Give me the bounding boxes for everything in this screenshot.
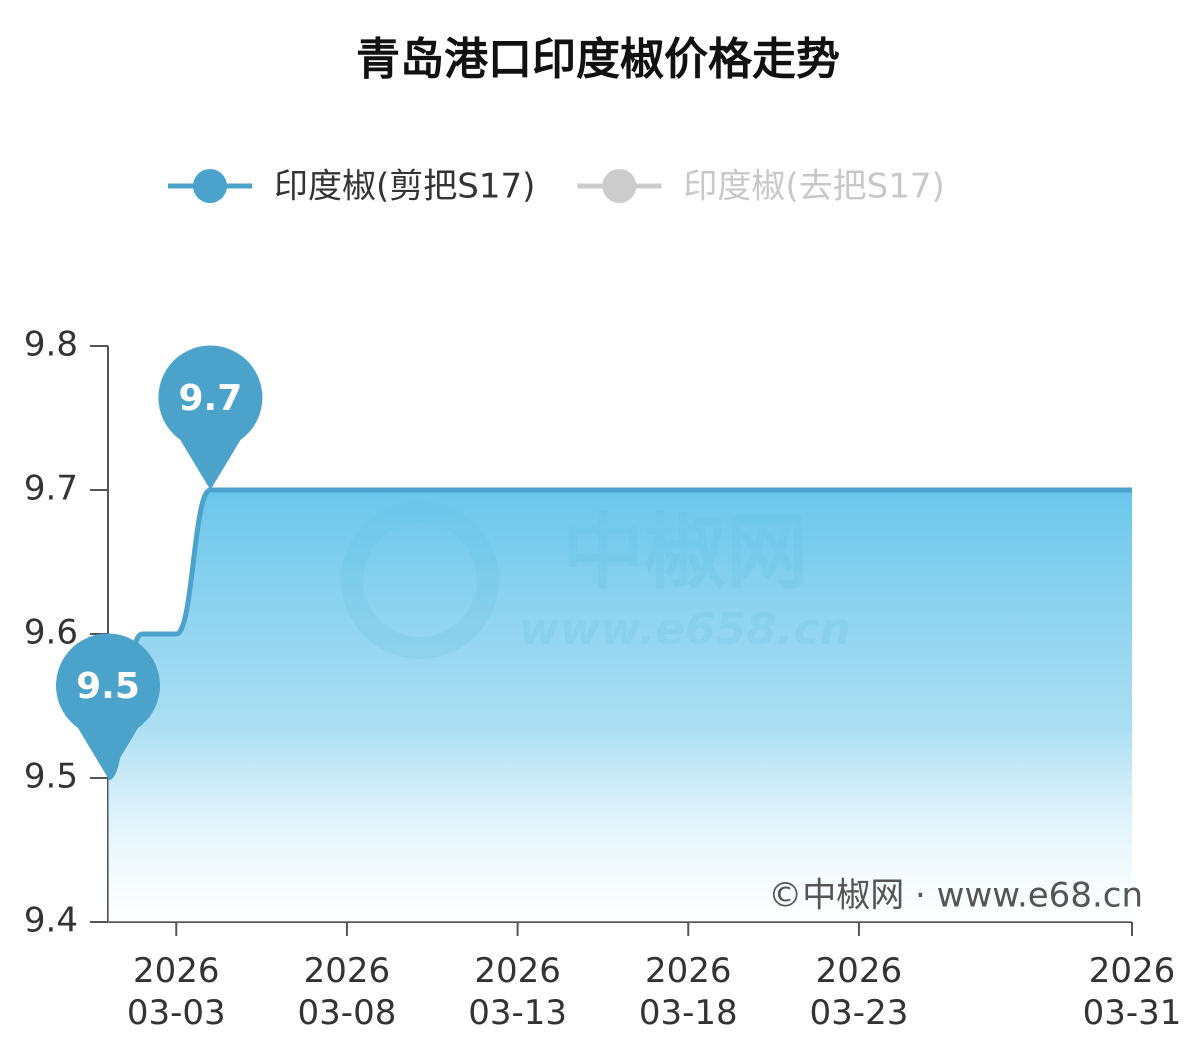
y-tick-label: 9.6: [24, 613, 78, 653]
y-tick-label: 9.7: [24, 469, 78, 509]
x-tick-label: 2026 03-08: [298, 951, 397, 1033]
y-tick-label: 9.5: [24, 757, 78, 797]
x-tick-label: 2026 03-03: [127, 951, 226, 1033]
pin-marker: [158, 345, 263, 490]
chart-title: 青岛港口印度椒价格走势: [356, 34, 840, 85]
area: [108, 490, 1132, 922]
credit: ©中椒网 · www.e68.cn: [768, 876, 1143, 916]
pin-label: 9.7: [179, 378, 243, 419]
line: [106, 487, 1132, 781]
x-tick-label: 2026 03-18: [639, 951, 738, 1033]
y-tick-label: 9.4: [24, 901, 78, 941]
y-tick-label: 9.8: [24, 325, 78, 365]
legend-label: 印度椒(剪把S17): [274, 167, 535, 207]
x-tick-label: 2026 03-13: [468, 951, 567, 1033]
x-tick-label: 2026 03-23: [810, 951, 909, 1033]
x-tick-label: 2026 03-31: [1083, 951, 1182, 1033]
pin-label: 9.5: [76, 666, 140, 707]
legend-marker: [602, 169, 637, 203]
pin-marker: [56, 633, 161, 778]
legend-marker: [193, 169, 227, 203]
legend-label: 印度椒(去把S17): [683, 167, 944, 207]
